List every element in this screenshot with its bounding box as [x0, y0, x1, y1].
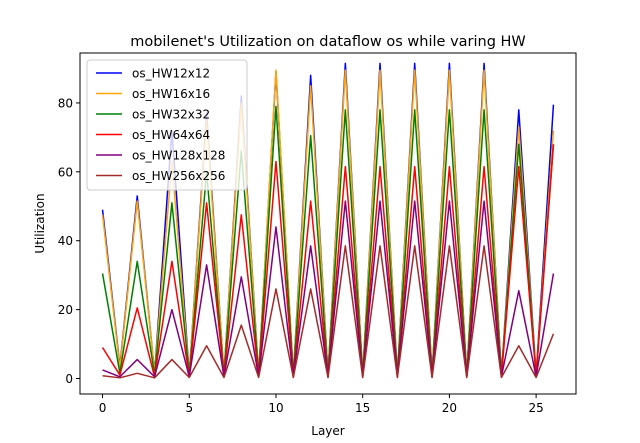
x-axis-label: Layer: [311, 424, 345, 438]
x-axis: 0 5 10 15 20 25: [99, 394, 544, 415]
legend-label-os_HW128x128: os_HW128x128: [132, 149, 225, 163]
legend-frame: [86, 59, 248, 191]
series-layer: [101, 62, 555, 379]
x-tick-label: 5: [185, 401, 193, 415]
y-axis-label: Utilization: [33, 193, 47, 253]
legend-label-os_HW12x12: os_HW12x12: [132, 67, 210, 81]
y-axis: 0 20 40 60 80: [58, 96, 80, 386]
x-tick-label: 10: [268, 401, 283, 415]
legend-label-os_HW32x32: os_HW32x32: [132, 108, 210, 122]
y-tick-label: 40: [58, 234, 73, 248]
y-tick-label: 80: [58, 96, 73, 110]
legend-label-os_HW16x16: os_HW16x16: [132, 87, 210, 101]
legend-label-os_HW256x256: os_HW256x256: [132, 169, 225, 183]
legend-label-os_HW64x64: os_HW64x64: [132, 128, 210, 142]
plot-frame: [79, 52, 577, 395]
x-tick-label: 20: [442, 401, 457, 415]
y-tick-label: 20: [58, 303, 73, 317]
y-tick-label: 0: [65, 372, 73, 386]
x-tick-label: 15: [355, 401, 370, 415]
legend: os_HW12x12 os_HW16x16 os_HW32x32 os_HW64x64…: [86, 59, 248, 191]
chart-title: mobilenet's Utilization on dataflow os w…: [130, 34, 526, 50]
y-tick-label: 60: [58, 165, 73, 179]
x-tick-label: 25: [528, 401, 543, 415]
series-line-os_HW256x256: [102, 245, 555, 379]
x-tick-label: 0: [99, 401, 107, 415]
